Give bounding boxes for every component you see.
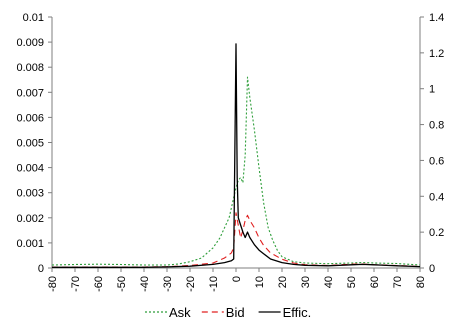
legend-label-effic: Effic. xyxy=(283,305,312,320)
series-layer xyxy=(51,43,421,268)
x-tick-label: 40 xyxy=(323,276,335,288)
y-right-tick-label: 1.4 xyxy=(429,12,444,24)
y-left-tick-label: 0.009 xyxy=(16,37,44,49)
x-tick-label: 60 xyxy=(369,276,381,288)
x-tick-label: -20 xyxy=(185,276,197,292)
series-line-bid xyxy=(51,212,421,268)
x-tick-label: -50 xyxy=(116,276,128,292)
y-right-tick-label: 1.2 xyxy=(429,48,444,60)
y-right-tick-label: 0.6 xyxy=(429,155,444,167)
legend-label-bid: Bid xyxy=(226,305,245,320)
x-tick-label: -10 xyxy=(208,276,220,292)
y-left-tick-label: 0.001 xyxy=(16,238,44,250)
x-tick-label: -30 xyxy=(162,276,174,292)
x-tick-label: 30 xyxy=(300,276,312,288)
y-left-tick-label: 0.008 xyxy=(16,62,44,74)
y-left-tick-label: 0.006 xyxy=(16,112,44,124)
x-tick-label: -70 xyxy=(70,276,82,292)
axes: 0 0.001 0.002 0.003 0.004 0.005 0.006 0.007 0.00… xyxy=(16,12,444,292)
x-tick-label: 20 xyxy=(277,276,289,288)
y-left-tick-label: 0.005 xyxy=(16,138,44,150)
series-line-effic xyxy=(52,43,421,268)
y-right-tick-label: 0.4 xyxy=(429,191,444,203)
x-tick-label: -40 xyxy=(139,276,151,292)
y-left-tick-label: 0.003 xyxy=(16,188,44,200)
x-tick-label: 10 xyxy=(254,276,266,288)
y-left-tick-label: 0.01 xyxy=(23,12,44,24)
y-right-tick-label: 0.2 xyxy=(429,227,444,239)
y-right-tick-label: 0.8 xyxy=(429,120,444,132)
x-tick-label: 50 xyxy=(346,276,358,288)
x-tick-label: 70 xyxy=(392,276,404,288)
y-right-tick-label: 1 xyxy=(429,84,435,96)
y-left-tick-label: 0.002 xyxy=(16,213,44,225)
legend-label-ask: Ask xyxy=(169,305,191,320)
x-tick-label: -80 xyxy=(47,276,59,292)
y-left-tick-label: 0.007 xyxy=(16,87,44,99)
x-tick-label: 80 xyxy=(415,276,427,288)
y-left-tick-label: 0.004 xyxy=(16,163,44,175)
y-right-tick-label: 0 xyxy=(429,263,435,275)
y-left-tick-label: 0 xyxy=(38,263,44,275)
x-tick-label: 0 xyxy=(231,276,243,282)
series-line-ask xyxy=(51,76,421,266)
legend: Ask Bid Effic. xyxy=(145,305,311,320)
x-tick-label: -60 xyxy=(93,276,105,292)
